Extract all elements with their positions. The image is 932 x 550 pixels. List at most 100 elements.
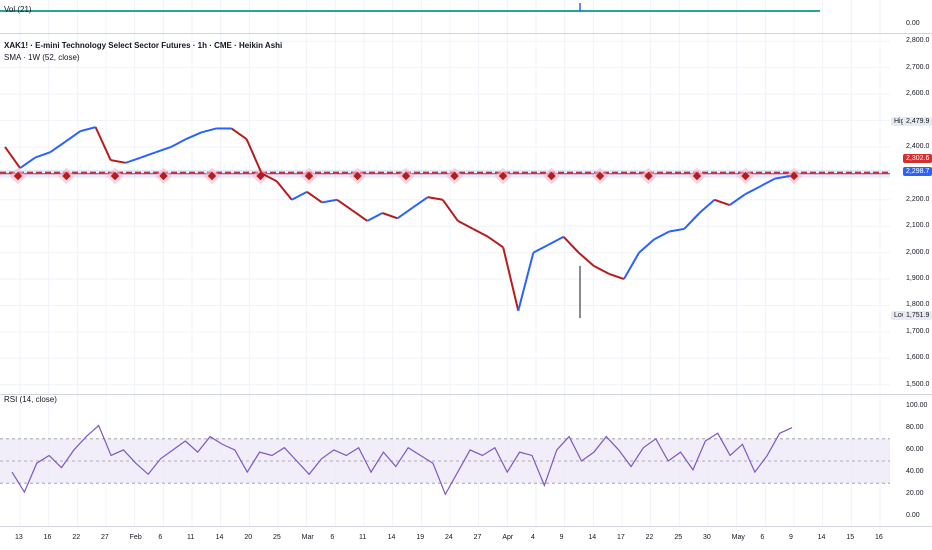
time-axis-divider (0, 526, 932, 527)
rsi-line (11, 424, 793, 496)
price-segment (230, 127, 248, 140)
price-segment (427, 196, 443, 201)
price-segment (412, 196, 429, 209)
time-tick-label: 22 (645, 534, 654, 541)
price-zone (0, 169, 890, 178)
price-tick-label: 1,700.0 (906, 327, 930, 335)
rsi-tick-label: 20.00 (906, 490, 924, 498)
price-segment (669, 227, 685, 233)
price-tick-label: 2,600.0 (906, 90, 930, 98)
price-segment (683, 212, 701, 230)
time-tick-label: 14 (817, 534, 826, 541)
price-segment (396, 206, 414, 220)
signal-marker (304, 171, 314, 181)
price-segment (517, 252, 535, 311)
time-tick-label: 6 (760, 534, 765, 541)
price-segment (623, 252, 640, 280)
signal-marker (159, 171, 168, 181)
pane-divider-rsi[interactable] (0, 394, 932, 395)
time-tick-label: 24 (445, 534, 453, 541)
high-label-badge: High (891, 117, 912, 126)
price-segment (321, 198, 338, 204)
time-tick-label: 6 (158, 534, 163, 541)
price-tick-label: 2,200.0 (906, 195, 930, 203)
price-segment (94, 126, 112, 161)
price-segment (487, 235, 504, 249)
time-tick-label: 30 (703, 534, 711, 541)
price-segment (502, 247, 520, 311)
time-tick-label: 20 (244, 534, 253, 541)
time-tick-label: 25 (674, 534, 683, 541)
hline-price-badge: 2,302.6 (903, 154, 932, 163)
time-tick-label: 27 (473, 534, 482, 541)
time-tick-label: 22 (72, 534, 81, 541)
price-segment (698, 199, 716, 214)
time-tick-label: 16 (43, 534, 52, 541)
signal-marker (450, 171, 459, 181)
price-segment (729, 193, 746, 206)
price-segment (351, 209, 368, 222)
price-segment (759, 177, 776, 188)
time-tick-label: Feb (129, 534, 142, 541)
time-tick-label: 14 (215, 534, 224, 541)
price-tick-label: 2,000.0 (906, 248, 930, 256)
last-price-badge: 2,298.7 (903, 167, 932, 176)
price-segment (593, 264, 610, 275)
price-segment (34, 151, 51, 159)
price-segment (19, 156, 36, 169)
price-segment (577, 251, 595, 267)
price-segment (441, 199, 459, 222)
time-tick-label: 25 (273, 534, 281, 541)
time-tick-label: 15 (846, 534, 855, 541)
price-tick-label: 2,400.0 (906, 142, 930, 150)
volume-axis-label: 0.00 (906, 20, 920, 27)
time-tick-label: 17 (617, 534, 625, 541)
time-tick-label: 27 (101, 534, 109, 541)
price-tick-label: 1,900.0 (906, 275, 930, 283)
price-segment (155, 146, 172, 154)
price-segment (200, 127, 217, 134)
pane-divider-volume[interactable] (0, 33, 932, 34)
price-tick-label: 2,100.0 (906, 222, 930, 230)
rsi-tick-label: 80.00 (906, 423, 924, 431)
price-segment (170, 138, 187, 148)
time-tick-label: 14 (588, 534, 597, 541)
price-segment (49, 140, 66, 154)
price-segment (366, 212, 383, 222)
price-segment (4, 146, 21, 169)
price-tick-label: 1,800.0 (906, 301, 930, 309)
price-segment (185, 131, 202, 140)
time-tick-label: 16 (875, 534, 883, 541)
price-segment (125, 156, 142, 164)
price-tick-label: 1,500.0 (906, 380, 930, 388)
price-segment (457, 220, 474, 230)
signal-marker (353, 171, 362, 181)
price-segment (306, 191, 323, 204)
signal-marker (207, 171, 217, 181)
volume-pane-label: Vol (21) (4, 5, 32, 14)
price-tick-label: 2,700.0 (906, 63, 930, 71)
time-tick-label: 9 (789, 534, 793, 541)
price-tick-label: 1,600.0 (906, 354, 930, 362)
price-segment (140, 151, 157, 159)
time-tick-label: 6 (330, 534, 335, 541)
time-tick-label: 4 (531, 534, 535, 541)
price-segment (64, 130, 82, 143)
low-label-badge: Low (891, 311, 910, 320)
time-tick-label: 14 (387, 534, 396, 541)
price-segment (336, 198, 353, 212)
price-segment (382, 212, 398, 220)
price-segment (774, 175, 791, 180)
price-segment (291, 190, 308, 201)
price-segment (80, 126, 96, 133)
time-tick-label: 13 (15, 534, 23, 541)
signal-marker (401, 171, 411, 181)
price-segment (472, 227, 489, 238)
price-segment (608, 272, 625, 280)
price-segment (532, 243, 549, 254)
price-segment (562, 236, 580, 254)
price-segment (653, 230, 670, 241)
rsi-tick-label: 100.00 (906, 401, 928, 409)
price-segment (245, 138, 263, 174)
